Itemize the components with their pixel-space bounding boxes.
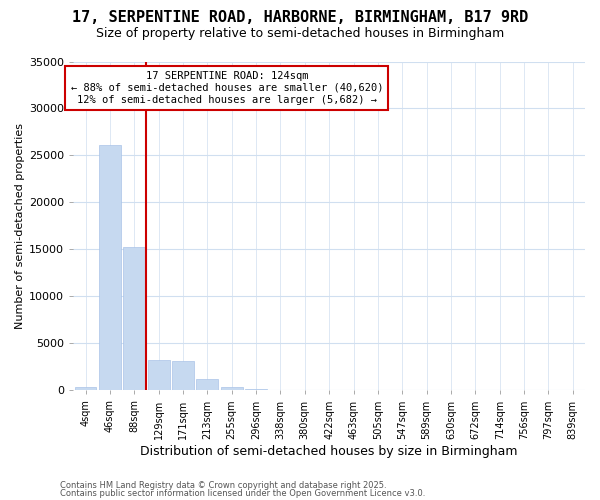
Bar: [99, 145, 121, 390]
Bar: [221, 386, 242, 390]
Text: Contains HM Land Registry data © Crown copyright and database right 2025.: Contains HM Land Registry data © Crown c…: [60, 481, 386, 490]
Bar: [245, 388, 267, 390]
Text: Contains public sector information licensed under the Open Government Licence v3: Contains public sector information licen…: [60, 488, 425, 498]
Bar: [123, 246, 145, 390]
Text: 17 SERPENTINE ROAD: 124sqm
← 88% of semi-detached houses are smaller (40,620)
12: 17 SERPENTINE ROAD: 124sqm ← 88% of semi…: [71, 72, 383, 104]
X-axis label: Distribution of semi-detached houses by size in Birmingham: Distribution of semi-detached houses by …: [140, 444, 518, 458]
Bar: [172, 362, 194, 390]
Y-axis label: Number of semi-detached properties: Number of semi-detached properties: [15, 123, 25, 329]
Bar: [148, 360, 170, 390]
Bar: [74, 387, 97, 390]
Text: 17, SERPENTINE ROAD, HARBORNE, BIRMINGHAM, B17 9RD: 17, SERPENTINE ROAD, HARBORNE, BIRMINGHA…: [72, 10, 528, 25]
Bar: [196, 379, 218, 390]
Text: Size of property relative to semi-detached houses in Birmingham: Size of property relative to semi-detach…: [96, 28, 504, 40]
